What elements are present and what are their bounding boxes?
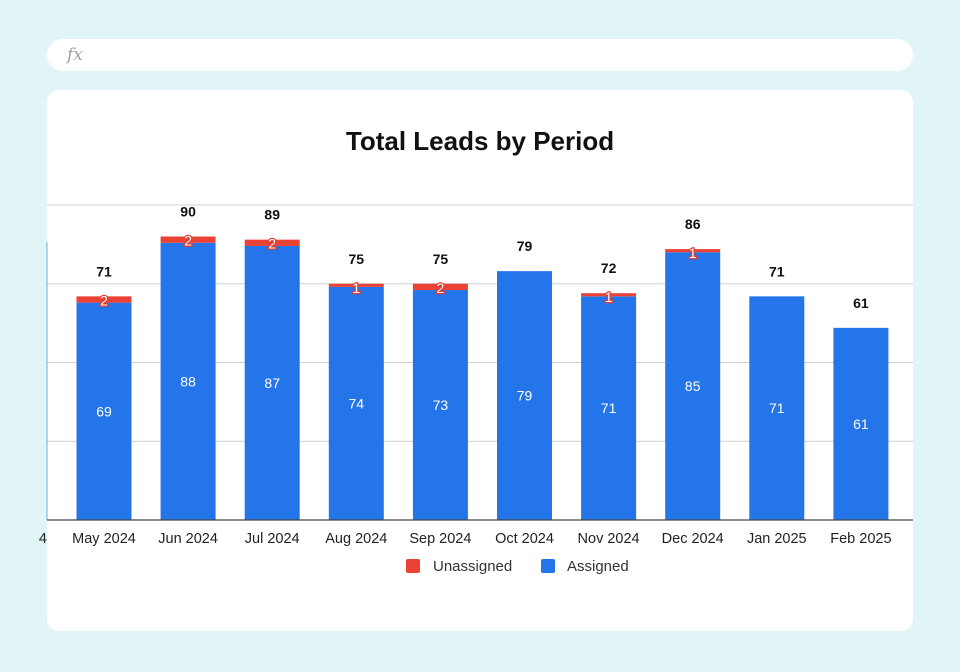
bar-assigned-label: 88: [180, 373, 196, 389]
x-tick-label: Jun 2024: [158, 531, 218, 547]
bar-total-label: 86: [685, 216, 701, 232]
bar-assigned-label: 85: [685, 378, 701, 394]
bar-unassigned-label: 2: [100, 292, 108, 308]
x-tick-label: Oct 2024: [495, 531, 554, 547]
bar-assigned-label: 87: [264, 375, 280, 391]
bar-assigned-label: 73: [433, 397, 449, 413]
bar-total-label: 72: [601, 260, 617, 276]
bar-unassigned: [665, 249, 721, 253]
legend-label-unassigned: Unassigned: [433, 558, 512, 575]
bar-total-label: 79: [517, 238, 533, 254]
formula-bar[interactable]: fx: [47, 39, 913, 71]
bar-unassigned: [76, 296, 132, 303]
chart-title: Total Leads by Period: [345, 126, 615, 156]
x-tick-label: May 2024: [72, 531, 136, 547]
x-tick-label: Jul 2024: [245, 531, 300, 547]
bar-assigned: [749, 296, 805, 520]
bar-total-label: 71: [96, 263, 112, 279]
x-tick-label: Jan 2025: [747, 531, 807, 547]
x-tick-label: Dec 2024: [662, 531, 724, 547]
bar-assigned-label: 71: [601, 400, 617, 416]
legend-label-assigned: Assigned: [567, 558, 629, 575]
bar-assigned: [497, 271, 552, 520]
bar-unassigned-label: 2: [184, 233, 192, 249]
bar-assigned: [833, 327, 889, 520]
bar-unassigned-label: 1: [689, 245, 697, 261]
bar-assigned: [412, 290, 468, 520]
bar-total-label: 71: [769, 263, 785, 279]
x-tick-label: Nov 2024: [578, 531, 640, 547]
bar-unassigned: [160, 236, 216, 243]
bar-assigned-label: 79: [517, 388, 533, 404]
bar-assigned: [581, 296, 637, 520]
legend-swatch-unassigned: [406, 559, 420, 573]
bar-unassigned-label: 2: [268, 236, 276, 252]
bar-unassigned: [581, 293, 637, 297]
bar-assigned: [244, 245, 300, 520]
bar-assigned: [328, 286, 384, 520]
bar-total-label: 89: [264, 207, 280, 223]
bar-assigned-label: 61: [853, 416, 869, 432]
bar-unassigned: [328, 283, 384, 287]
bar-assigned-label: 71: [769, 400, 785, 416]
bar-unassigned: [412, 283, 468, 291]
bar-total-label: 61: [853, 295, 869, 311]
bar-unassigned-label: 1: [352, 280, 360, 296]
bar-assigned: [665, 252, 721, 520]
bar-unassigned: [244, 239, 300, 246]
bar-assigned: [160, 242, 216, 521]
bar-assigned-label: 69: [96, 403, 112, 419]
x-tick-label: Feb 2025: [830, 531, 891, 547]
bar-total-label: 75: [433, 251, 449, 267]
legend-swatch-assigned: [541, 559, 555, 573]
bar-unassigned-label: 1: [605, 289, 613, 305]
bar-unassigned-label: 2: [437, 280, 445, 296]
fx-icon: fx: [67, 45, 83, 65]
bar-assigned: [76, 302, 132, 520]
bar-total-label: 90: [180, 204, 196, 220]
x-tick-label: Sep 2024: [409, 531, 471, 547]
x-tick-label-cut: 4: [39, 531, 47, 547]
x-tick-label: Aug 2024: [325, 531, 387, 547]
bar-total-label: 75: [349, 251, 365, 267]
bar-assigned-label: 74: [349, 395, 365, 411]
